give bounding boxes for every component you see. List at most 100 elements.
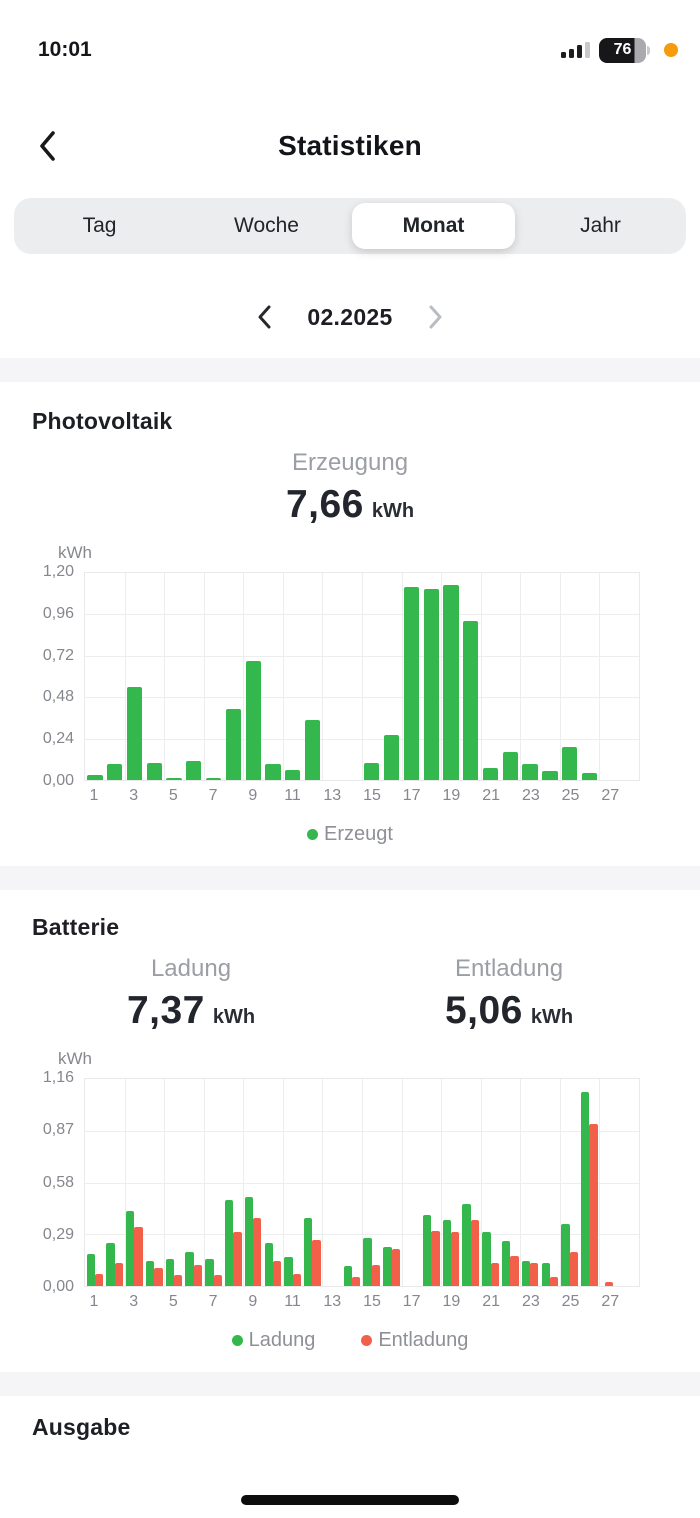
bar-group-day-19 (441, 573, 461, 780)
bar-group-day-5 (164, 1079, 184, 1286)
tab-monat[interactable]: Monat (352, 203, 515, 249)
x-tick-label (382, 787, 402, 805)
status-bar: 10:01 76 (0, 0, 700, 66)
x-tick-label (620, 787, 640, 805)
period-segmented-control: Tag Woche Monat Jahr (14, 198, 686, 254)
bar-ladung-day-25 (561, 1223, 570, 1286)
bar-group-day-17 (402, 573, 422, 780)
bar-group-day-27 (599, 1079, 619, 1286)
x-tick-label (223, 1293, 243, 1311)
y-tick-label: 0,72 (42, 646, 74, 664)
section-divider (0, 866, 700, 890)
pv-legend: Erzeugt (32, 823, 668, 846)
tab-jahr[interactable]: Jahr (580, 214, 621, 237)
bar-erzeugt-day-26 (581, 773, 598, 780)
bar-group-day-10 (263, 1079, 283, 1286)
bar-ladung-day-1 (86, 1253, 95, 1286)
bar-entladung-day-4 (154, 1268, 163, 1286)
x-tick-label: 23 (521, 1293, 540, 1310)
chart-body: 1,16 0,87 0,58 0,29 0,00 (32, 1070, 668, 1295)
bar-entladung-day-1 (94, 1273, 104, 1286)
bar-ladung-day-20 (462, 1203, 471, 1286)
bar-group-day-7 (204, 573, 224, 780)
y-tick-label: 0,00 (42, 1278, 74, 1295)
legend-label: Entladung (378, 1329, 469, 1351)
battery-bar-chart: kWh 1,16 0,87 0,58 0,29 0,00 1 3 5 7 9 11 13 15 17 19… (32, 1049, 668, 1311)
bar-entladung-day-25 (569, 1252, 578, 1286)
x-tick-label: 23 (521, 787, 540, 804)
back-button[interactable] (34, 126, 68, 166)
bar-group-day-19 (441, 1079, 461, 1286)
y-tick-label: 1,16 (42, 1069, 74, 1086)
bar-erzeugt-day-4 (146, 762, 162, 780)
chevron-left-icon (258, 305, 271, 329)
tab-woche[interactable]: Woche (234, 214, 299, 237)
y-tick-label: 0,58 (42, 1173, 74, 1191)
bar-erzeugt-day-1 (87, 774, 103, 780)
bar-group-day-18 (421, 573, 441, 780)
x-tick-label: 27 (601, 1293, 620, 1310)
bar-group-day-23 (520, 573, 540, 780)
legend-item-erzeugt: Erzeugt (307, 823, 393, 846)
x-tick-label: 5 (168, 1293, 178, 1310)
bar-ladung-day-4 (145, 1261, 155, 1286)
x-tick-label: 21 (482, 787, 501, 804)
bar-ladung-day-18 (422, 1214, 432, 1286)
bar-group-day-6 (184, 1079, 204, 1286)
next-month-button[interactable] (423, 302, 449, 332)
bar-group-day-21 (481, 1079, 501, 1286)
bar-group-day-13 (322, 573, 342, 780)
section-heading-ausgabe: Ausgabe (32, 1414, 131, 1440)
bar-group-day-2 (105, 1079, 125, 1286)
bar-entladung-day-2 (114, 1262, 124, 1286)
bar-erzeugt-day-7 (205, 778, 222, 780)
bar-erzeugt-day-8 (225, 709, 241, 780)
x-tick-label: 11 (284, 787, 301, 804)
x-tick-label: 13 (323, 1293, 342, 1310)
bar-entladung-day-14 (352, 1277, 361, 1286)
bar-entladung-day-10 (272, 1261, 282, 1286)
bar-group-day-11 (283, 573, 303, 780)
legend-label: Erzeugt (324, 823, 393, 845)
bar-erzeugt-day-9 (245, 660, 261, 780)
signal-bar (569, 49, 574, 58)
x-tick-label (461, 1293, 481, 1311)
bar-group-day-1 (85, 573, 105, 780)
bar-group-day-12 (303, 1079, 323, 1286)
bar-erzeugt-day-15 (364, 762, 380, 780)
page-title: Statistiken (278, 130, 422, 161)
bar-ladung-day-6 (185, 1252, 194, 1286)
home-indicator[interactable] (241, 1495, 459, 1505)
x-tick-label: 1 (89, 787, 99, 804)
x-axis: 1 3 5 7 9 11 13 15 17 19 21 23 25 27 (84, 787, 668, 805)
tab-tag[interactable]: Tag (82, 214, 117, 237)
bar-group-day-5 (164, 573, 184, 780)
date-navigator: 02.2025 (0, 296, 700, 338)
stat-unit: kWh (212, 1006, 256, 1028)
bar-erzeugt-day-10 (265, 764, 281, 780)
y-tick-label: 0,48 (42, 688, 74, 706)
section-divider (0, 1372, 700, 1396)
x-tick-label: 25 (561, 1293, 580, 1310)
x-tick-label: 27 (601, 787, 620, 804)
bar-ladung-day-10 (264, 1243, 273, 1286)
bar-entladung-day-24 (549, 1277, 559, 1286)
x-tick-label (422, 787, 442, 805)
stat-value: 7,37 (126, 989, 205, 1032)
bar-ladung-day-19 (442, 1219, 451, 1286)
legend-dot-icon (231, 1335, 243, 1346)
stat-value-row: 5,06 kWh (445, 989, 573, 1033)
x-tick-label: 3 (129, 1293, 139, 1310)
bar-group-day-2 (105, 573, 125, 780)
x-tick-label (183, 787, 203, 805)
bar-group-day-8 (223, 573, 243, 780)
bar-entladung-day-16 (391, 1248, 400, 1286)
plot-area (84, 572, 640, 781)
battery-stats-row: Ladung 7,37 kWh Entladung 5,06 kWh (32, 955, 668, 1033)
prev-month-button[interactable] (251, 302, 277, 332)
bar-entladung-day-21 (490, 1262, 499, 1286)
battery-ladung-stat: Ladung 7,37 kWh (32, 955, 350, 1033)
bar-erzeugt-day-24 (542, 771, 558, 780)
bar-erzeugt-day-25 (562, 747, 578, 780)
bar-group-day-17 (402, 1079, 422, 1286)
